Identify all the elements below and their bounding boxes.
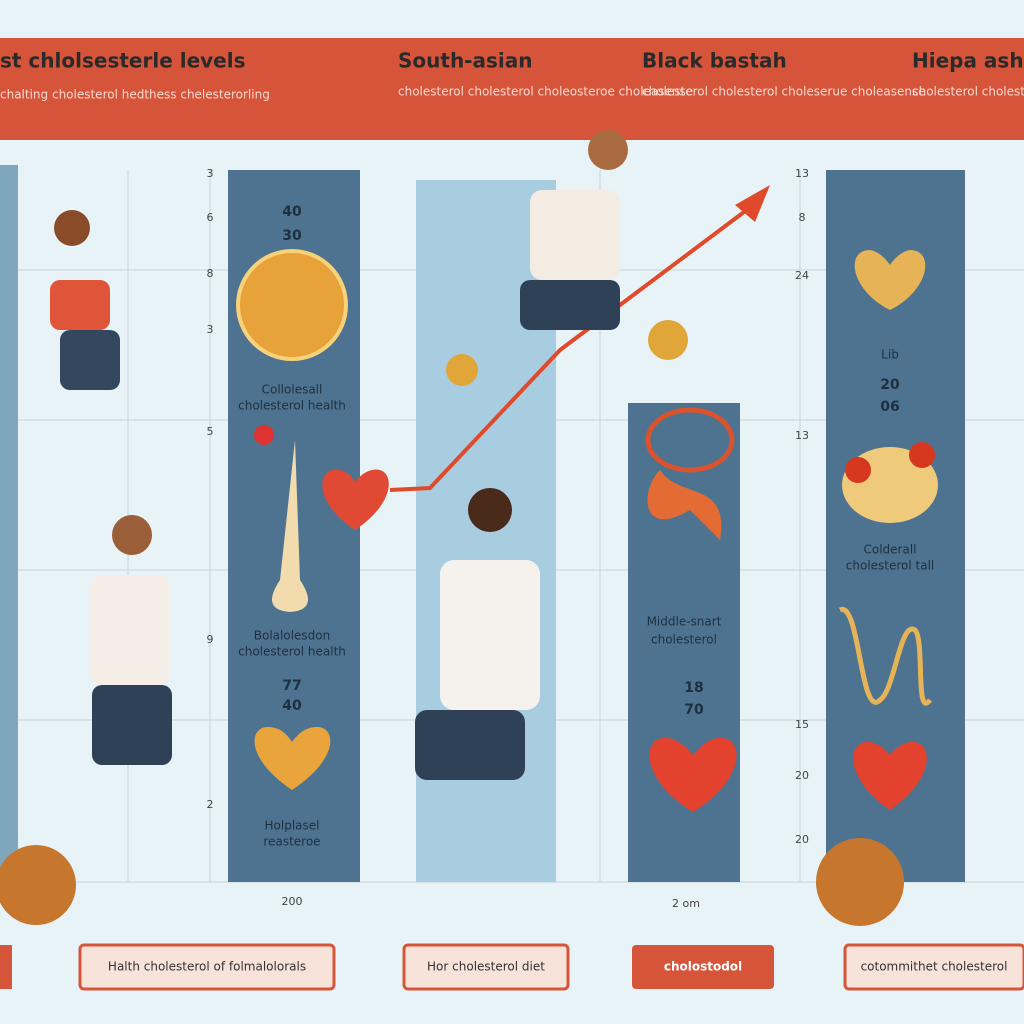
column-label: Lib xyxy=(881,348,899,362)
axis-label: 200 xyxy=(282,895,303,908)
button-label: Hor cholesterol diet xyxy=(427,960,545,974)
axis-label: 15 xyxy=(795,718,809,731)
column-label: cholesterol health xyxy=(238,399,346,413)
axis-label: 2 om xyxy=(672,897,700,910)
axis-label: 5 xyxy=(207,425,214,438)
axis-label: 3 xyxy=(207,323,214,336)
column-label: cholesterol tall xyxy=(846,559,935,573)
column-label: Holplasel xyxy=(265,819,320,833)
column-label: Colderall xyxy=(863,543,916,557)
column-label: 40 xyxy=(282,204,302,220)
column-label: reasteroe xyxy=(263,835,320,849)
icon xyxy=(909,442,935,468)
column-label: Collolesall xyxy=(262,383,323,397)
button[interactable] xyxy=(78,943,336,991)
icon xyxy=(446,354,478,386)
column-label: cholesterol xyxy=(651,633,717,647)
header-subtitle: cholesterol cholesteroll and chelate cho… xyxy=(912,85,1024,99)
icon xyxy=(236,249,348,361)
header-band xyxy=(0,38,1024,140)
column-label: 18 xyxy=(684,680,703,696)
axis-label: 6 xyxy=(207,211,214,224)
axis-label: 8 xyxy=(799,211,806,224)
column-label: Bolalolesdon xyxy=(254,629,330,643)
button[interactable] xyxy=(632,945,774,989)
figure xyxy=(50,130,628,780)
axis-label: 3 xyxy=(207,167,214,180)
column-label: 30 xyxy=(282,228,302,244)
icon xyxy=(272,440,308,612)
axis-label: 13 xyxy=(795,429,809,442)
button[interactable] xyxy=(402,943,570,991)
column-label: 40 xyxy=(282,698,302,714)
header-title: Black bastah xyxy=(642,49,787,73)
heart-organ xyxy=(647,470,722,540)
icon xyxy=(845,457,871,483)
icon xyxy=(648,320,688,360)
button-label: cholostodol xyxy=(664,960,742,974)
axis-label: 13 xyxy=(795,167,809,180)
header-title: st chlolsesterle levels xyxy=(0,49,246,73)
heart xyxy=(254,726,331,790)
header-subtitle: cholesterol cholesterol choleserue chole… xyxy=(642,85,926,99)
heart xyxy=(649,737,737,812)
column-label: 20 xyxy=(880,377,900,393)
header-subtitle: chalting cholesterol hedthess chelestero… xyxy=(0,88,270,102)
column xyxy=(0,165,18,885)
column-label: Middle-snart xyxy=(647,615,722,629)
column-label: cholesterol health xyxy=(238,645,346,659)
ball xyxy=(0,845,76,925)
header-title: South-asian xyxy=(398,49,532,73)
racket xyxy=(645,407,735,473)
button[interactable] xyxy=(843,943,1024,991)
heart xyxy=(853,741,927,810)
axis-label: 9 xyxy=(207,633,214,646)
heart xyxy=(322,469,389,530)
icon xyxy=(254,425,274,445)
button xyxy=(0,945,12,989)
button-label: Halth cholesterol of folmalolorals xyxy=(108,960,306,974)
axis-label: 8 xyxy=(207,267,214,280)
axis-label: 20 xyxy=(795,769,809,782)
arrow-head xyxy=(735,185,770,222)
axis-label: 20 xyxy=(795,833,809,846)
column-label: 06 xyxy=(880,399,899,415)
axis-label: 2 xyxy=(207,798,214,811)
header-subtitle: cholesterol cholesterol choleosteroe cho… xyxy=(398,85,693,99)
button-label: cotommithet cholesterol xyxy=(861,960,1008,974)
trend-arrow xyxy=(389,198,762,492)
heart xyxy=(854,250,926,310)
axis-label: 24 xyxy=(795,269,809,282)
ball xyxy=(816,838,904,926)
column-label: 77 xyxy=(282,678,301,694)
wave xyxy=(838,607,932,706)
column-label: 70 xyxy=(684,702,704,718)
header-title: Hiepa ashe xyxy=(912,49,1024,73)
